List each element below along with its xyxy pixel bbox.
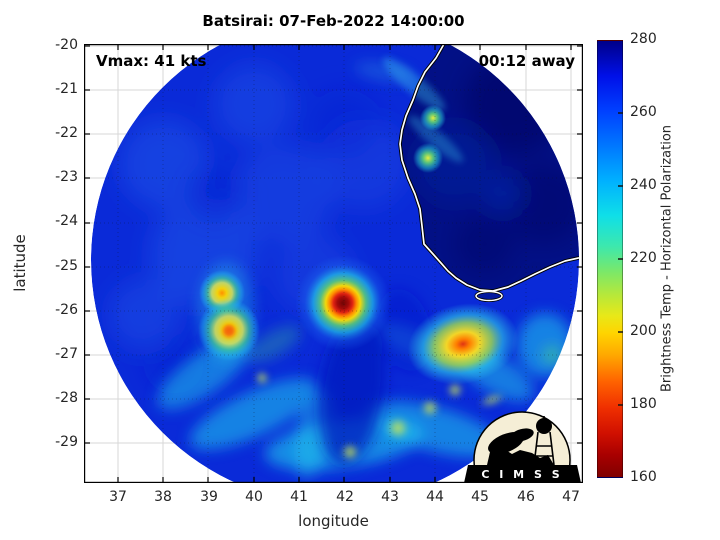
satellite-dish-icon <box>488 428 534 454</box>
y-tick-label: -20 <box>55 37 78 53</box>
coastal-showers <box>382 57 464 173</box>
figure-title: Batsirai: 07-Feb-2022 14:00:00 <box>202 12 465 30</box>
southeast-cell <box>407 303 519 385</box>
colorbar-tick-label: 200 <box>630 323 657 339</box>
colorbar-tickmark <box>618 404 623 406</box>
x-axis-label: longitude <box>298 512 369 530</box>
y-tick-label: -28 <box>55 390 78 406</box>
time-away-annotation: 00:12 away <box>478 52 575 70</box>
cimss-logo: C I M S S <box>462 404 583 483</box>
colorbar-tick-label: 220 <box>630 250 657 266</box>
axes-frame <box>84 44 583 483</box>
storm-core <box>295 255 391 351</box>
x-tick-label: 43 <box>381 489 399 505</box>
colorbar-tick-label: 160 <box>630 469 657 485</box>
x-tick-label: 44 <box>426 489 444 505</box>
western-cells <box>198 262 260 362</box>
colorbar-tick-label: 260 <box>630 104 657 120</box>
coastline <box>398 42 579 302</box>
colorbar-tickmark <box>618 112 623 114</box>
map-canvas <box>84 16 583 504</box>
colorbar-tickmark <box>618 331 623 333</box>
x-tick-label: 40 <box>245 489 263 505</box>
y-tick-label: -27 <box>55 346 78 362</box>
y-axis-label: latitude <box>11 234 29 292</box>
colorbar-tickmark <box>618 185 623 187</box>
x-tick-label: 45 <box>471 489 489 505</box>
band-yellow-patches <box>255 371 506 461</box>
y-tick-label: -26 <box>55 302 78 318</box>
y-tick-label: -25 <box>55 258 78 274</box>
y-tick-label: -29 <box>55 434 78 450</box>
plot-area <box>84 16 583 504</box>
ocean-mottling <box>109 64 409 394</box>
colorbar-tickmark <box>618 258 623 260</box>
vmax-annotation: Vmax: 41 kts <box>96 52 207 70</box>
y-tick-label: -24 <box>55 213 78 229</box>
logo-banner <box>464 465 581 483</box>
y-tick-label: -21 <box>55 81 78 97</box>
x-tick-label: 46 <box>517 489 535 505</box>
x-tick-label: 39 <box>200 489 218 505</box>
colorbar-tick-label: 240 <box>630 177 657 193</box>
y-tick-label: -22 <box>55 125 78 141</box>
x-tick-label: 38 <box>154 489 172 505</box>
colorbar-axis-label: Brightness Temp - Horizontal Polarizatio… <box>659 124 675 393</box>
x-tick-label: 47 <box>562 489 580 505</box>
logo-silhouette <box>487 416 555 466</box>
water-tower-icon <box>536 418 552 434</box>
x-tick-label: 42 <box>336 489 354 505</box>
logo-text: C I M S S <box>481 468 562 481</box>
y-tick-label: -23 <box>55 169 78 185</box>
x-tick-label: 37 <box>109 489 127 505</box>
swath-image <box>91 16 579 504</box>
colorbar-tick-label: 180 <box>630 396 657 412</box>
x-tick-label: 41 <box>290 489 308 505</box>
colorbar-tick-label: 280 <box>630 31 657 47</box>
